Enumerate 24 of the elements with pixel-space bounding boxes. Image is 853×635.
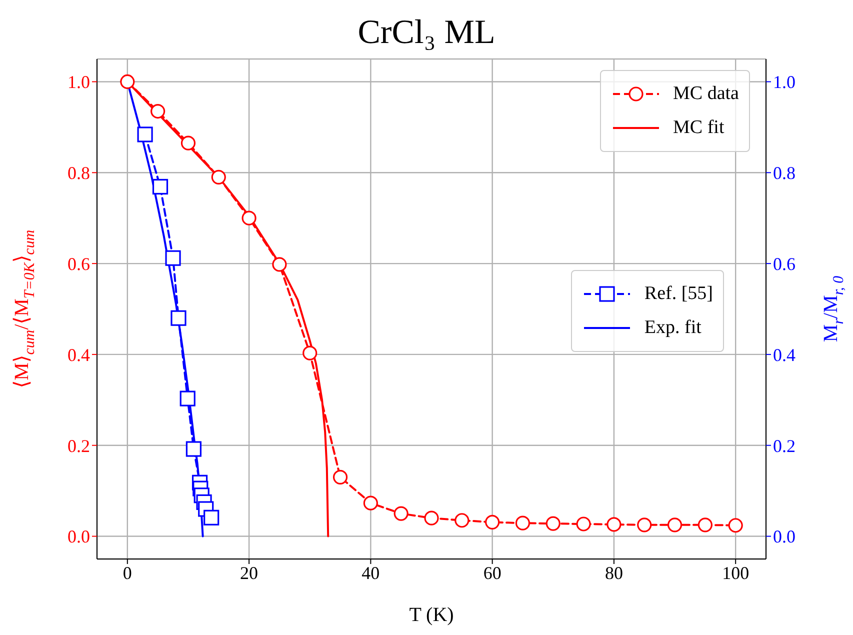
y-tick-label: 0.0	[68, 526, 90, 547]
y2-tick-label: 0.4	[773, 344, 796, 365]
y2-tick-label: 0.0	[773, 526, 796, 547]
y-tick-label: 0.2	[68, 436, 90, 456]
x-tick-label: 40	[362, 562, 380, 583]
legend-label: Exp. fit	[644, 317, 702, 339]
x-tick-label: 100	[722, 562, 750, 583]
x-tick-label: 0	[122, 562, 132, 583]
y-tick-label: 0.6	[68, 254, 90, 274]
x-tick-label: 60	[483, 562, 502, 583]
y2-tick-label: 1.0	[773, 72, 796, 92]
x-tick-label: 20	[240, 562, 258, 583]
chart-title: CrCl₃ ML	[356, 13, 496, 53]
legend-label: Ref. [55]	[644, 283, 713, 305]
y2-tick-label: 0.2	[773, 436, 796, 456]
y-tick-label: 1.0	[68, 72, 90, 92]
x-axis-title: T (K)	[409, 604, 454, 626]
legend-label: MC data	[673, 83, 739, 105]
y-tick-label: 0.4	[68, 344, 90, 365]
y2-tick-label: 0.6	[773, 254, 796, 274]
y-tick-label: 0.8	[68, 163, 90, 184]
y2-tick-label: 0.8	[773, 163, 796, 184]
legend-label: MC fit	[673, 117, 724, 139]
x-tick-label: 80	[604, 562, 623, 583]
